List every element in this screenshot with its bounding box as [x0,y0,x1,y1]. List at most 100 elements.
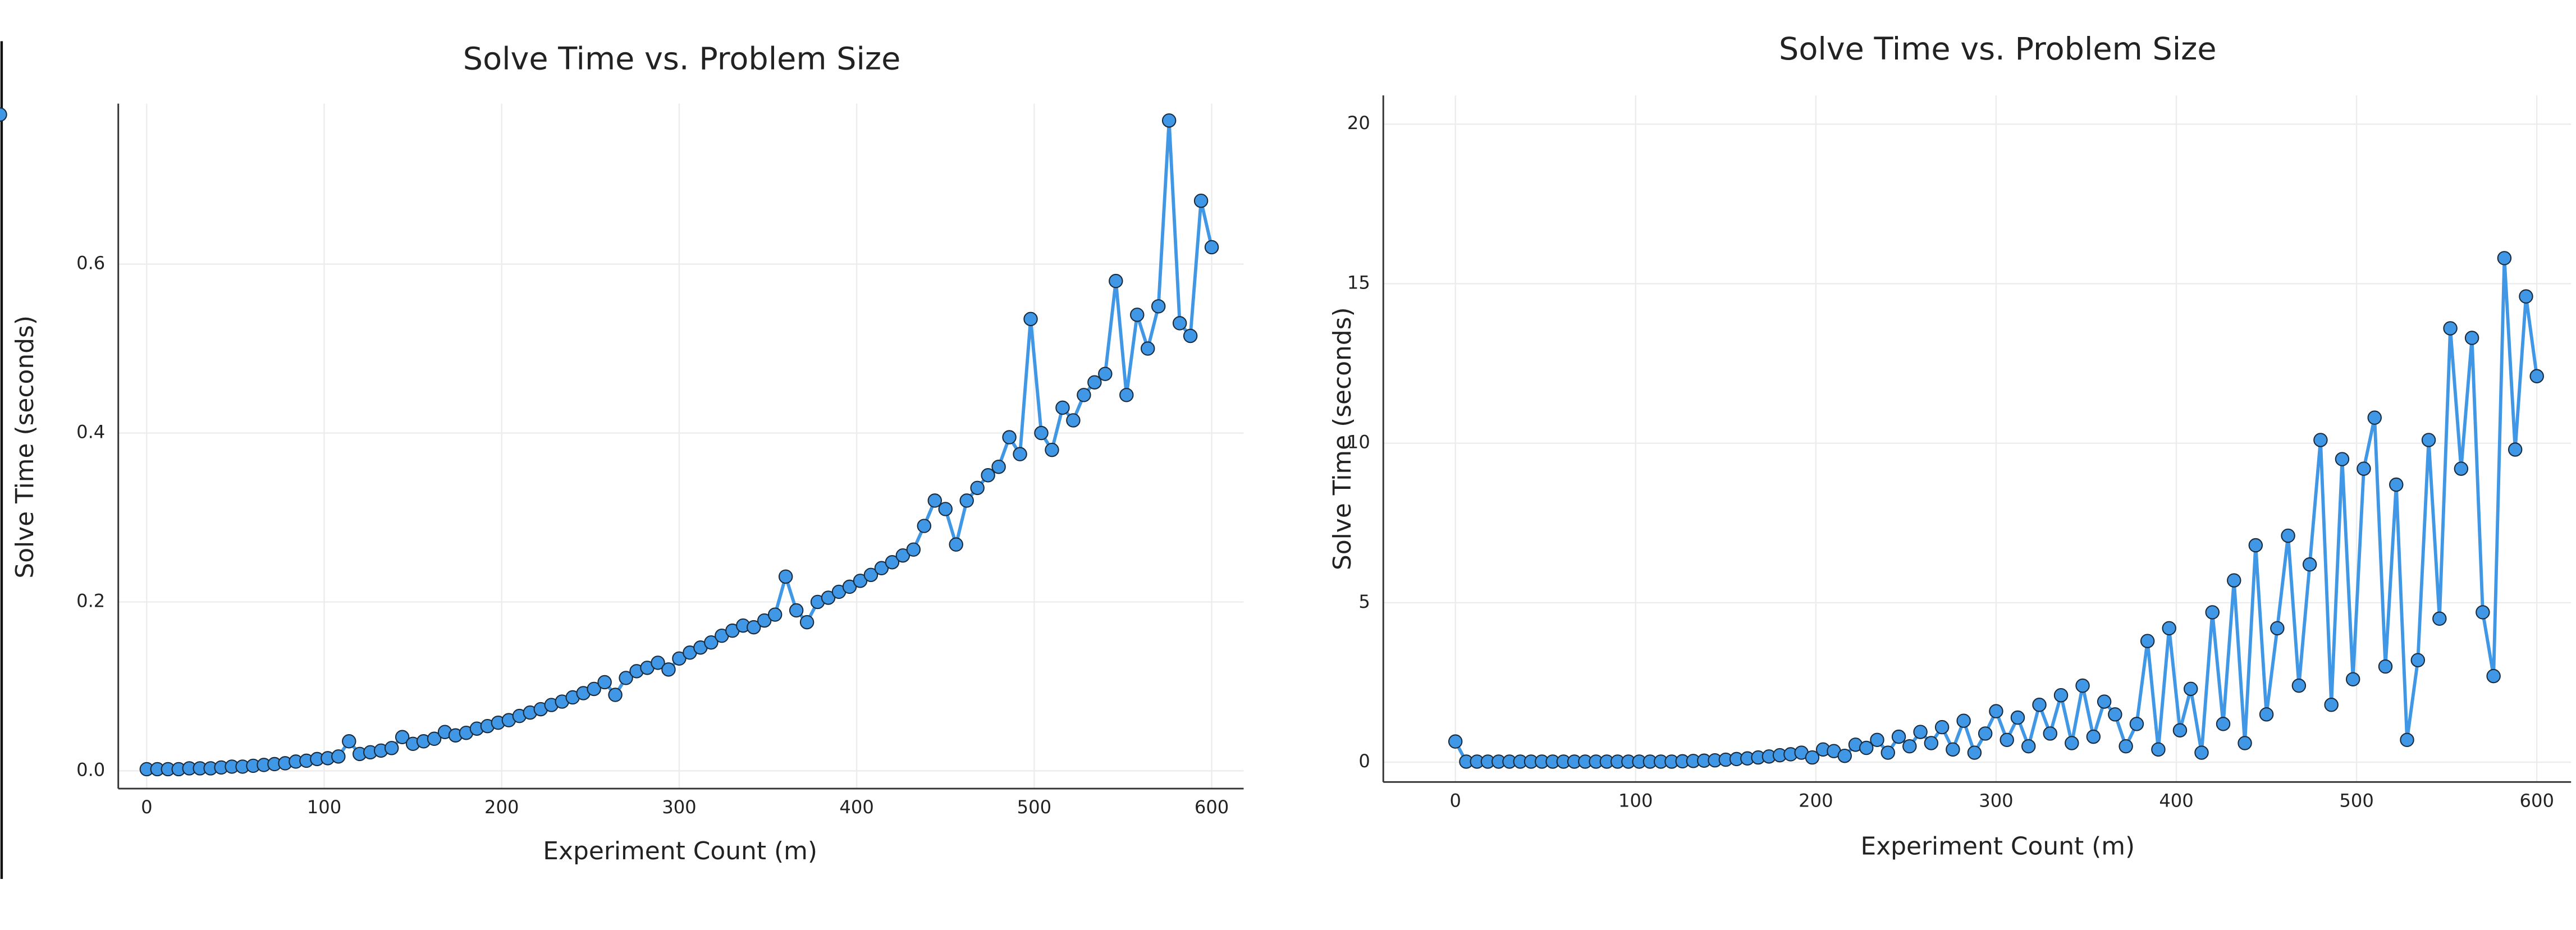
data-point [2335,452,2350,466]
data-point [1098,366,1113,381]
data-point [1013,447,1027,461]
y-tick-label: 0.2 [76,590,105,611]
data-point [2053,688,2069,703]
y-tick-label: 15 [1347,272,1370,293]
data-point [2086,729,2101,744]
data-point [1023,311,1038,327]
data-point [651,656,665,670]
data-point [906,542,921,557]
data-point [2248,538,2263,553]
data-point [2194,745,2209,760]
data-point [1151,299,1166,314]
data-point [1934,720,1950,735]
data-point [927,493,942,508]
data-point [1448,734,1463,749]
x-tick-label: 300 [662,796,696,818]
x-axis-label: Experiment Count (m) [543,837,817,865]
data-point [2291,678,2307,693]
data-point [1891,729,1906,744]
y-tick-label: 0 [1358,750,1370,772]
data-point [2270,621,2285,636]
x-tick-label: 600 [1195,796,1229,818]
data-point [2519,289,2533,304]
data-point [2421,433,2436,447]
data-point [1978,726,1993,741]
data-point [2476,605,2490,620]
y-tick-label: 20 [1347,112,1370,134]
chart-title: Solve Time vs. Problem Size [463,41,901,77]
data-point [704,635,719,650]
data-point [2151,742,2166,757]
data-point [331,749,346,764]
data-point [2140,634,2155,648]
data-point [1913,725,1928,739]
data-point [1066,413,1081,428]
data-point [608,688,623,702]
data-point [1002,430,1017,445]
data-point [2010,710,2025,725]
data-point [938,502,953,516]
data-point [384,741,399,755]
data-point [597,675,612,690]
data-point [2389,477,2404,492]
data-point [1130,308,1145,322]
data-point [342,734,356,749]
data-point [747,620,761,635]
data-point [2205,605,2220,620]
data-point [2508,442,2523,457]
data-point [2216,717,2231,731]
data-point [2443,321,2458,336]
data-point [2065,736,2079,750]
data-point [842,579,857,594]
data-point [2400,732,2414,748]
data-point [970,480,985,496]
data-point [2432,611,2447,626]
y-tick-label: 10 [1347,432,1370,453]
x-axis-label: Experiment Count (m) [1860,832,2135,860]
data-point [587,681,601,697]
data-point [672,651,687,666]
data-point [853,574,868,588]
y-axis-label: Solve Time (seconds) [11,315,39,579]
data-point [2021,739,2036,754]
y-tick-label: 0.6 [76,253,105,274]
data-point [2172,723,2188,737]
data-point [959,493,974,508]
data-point [2464,331,2479,345]
data-point [2345,672,2360,687]
data-point [1989,704,2003,718]
data-point [1140,341,1155,356]
x-tick-label: 100 [1618,790,1653,811]
data-point [1967,745,1982,760]
data-point [1870,732,1884,748]
data-point [2367,410,2382,425]
data-point [2324,698,2339,712]
data-point [917,519,932,533]
x-tick-label: 200 [1799,790,1833,811]
data-point [2000,732,2014,748]
x-tick-label: 400 [2159,790,2193,811]
data-point [1946,742,1960,757]
data-point [0,107,7,122]
y-tick-label: 0.4 [76,422,105,443]
data-point [1204,240,1219,255]
data-point [2108,707,2122,722]
data-point [1034,425,1049,441]
y-tick-label: 5 [1358,591,1370,612]
data-point [885,555,900,570]
x-tick-label: 200 [484,796,519,818]
data-point [1805,750,1820,765]
x-tick-label: 600 [2519,790,2554,811]
data-point [1087,375,1102,390]
chart-panel: 0 100 200 300 400 500 600 0 5 10 15 20 Solve Time vs… [0,31,2572,860]
data-point [2162,621,2176,636]
data-point [2183,681,2198,697]
data-point [2313,433,2328,447]
data-point [619,671,633,685]
data-point [778,569,793,584]
data-point [2129,717,2144,731]
data-point [2454,461,2469,476]
data-point [1055,400,1070,415]
data-point [2529,369,2544,383]
data-point [2497,251,2512,265]
